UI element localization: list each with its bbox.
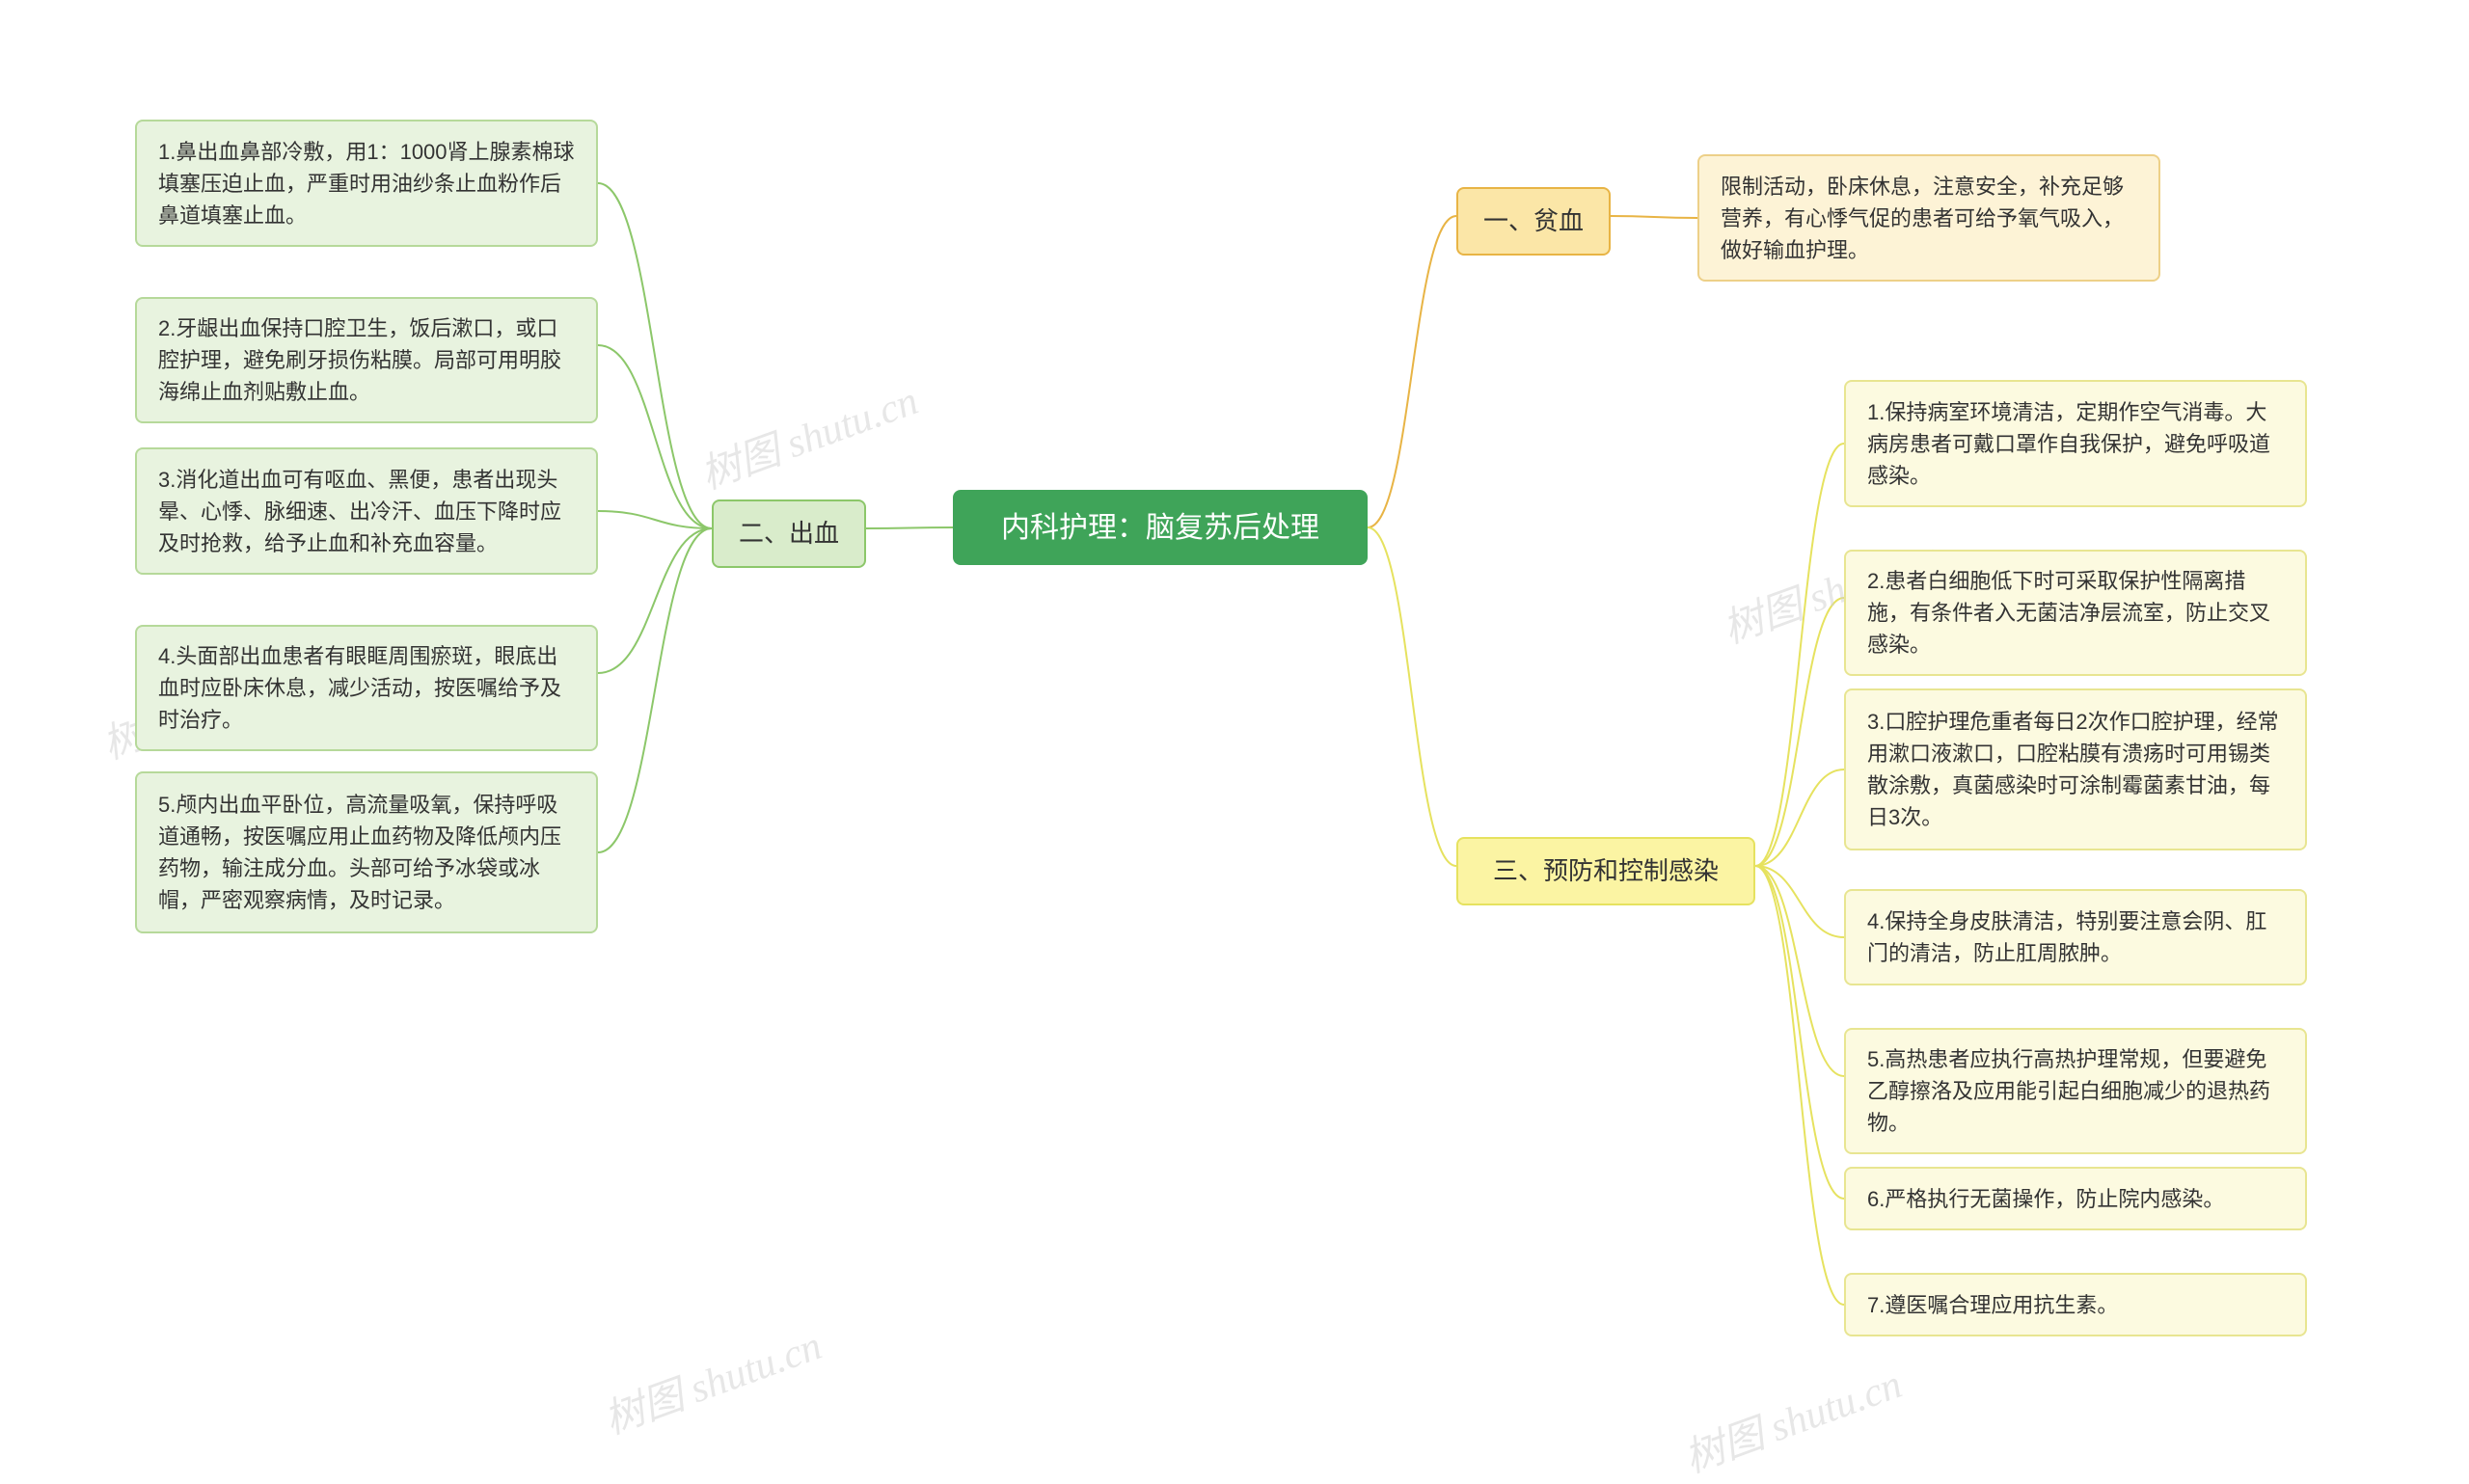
leaf-right-1-3-label: 3.口腔护理危重者每日2次作口腔护理，经常用漱口液漱口，口腔粘膜有溃疡时可用锡类… [1867,706,2284,833]
branch-bleeding-label: 二、出血 [739,515,839,553]
leaf-bleeding-4[interactable]: 4.头面部出血患者有眼眶周围瘀斑，眼底出血时应卧床休息，减少活动，按医嘱给予及时… [135,625,598,751]
branch-right-1[interactable]: 三、预防和控制感染 [1456,837,1755,905]
leaf-bleeding-5[interactable]: 5.颅内出血平卧位，高流量吸氧，保持呼吸道通畅，按医嘱应用止血药物及降低颅内压药… [135,771,598,933]
leaf-right-1-7[interactable]: 7.遵医嘱合理应用抗生素。 [1844,1273,2307,1336]
leaf-bleeding-3-label: 3.消化道出血可有呕血、黑便，患者出现头晕、心悸、脉细速、出冷汗、血压下降时应及… [158,464,575,559]
watermark: 树图 shutu.cn [692,368,925,501]
leaf-bleeding-1[interactable]: 1.鼻出血鼻部冷敷，用1：1000肾上腺素棉球填塞压迫止血，严重时用油纱条止血粉… [135,120,598,247]
leaf-right-1-6[interactable]: 6.严格执行无菌操作，防止院内感染。 [1844,1167,2307,1230]
leaf-right-1-3[interactable]: 3.口腔护理危重者每日2次作口腔护理，经常用漱口液漱口，口腔粘膜有溃疡时可用锡类… [1844,688,2307,850]
root-node-label: 内科护理：脑复苏后处理 [1001,506,1319,550]
leaf-bleeding-1-label: 1.鼻出血鼻部冷敷，用1：1000肾上腺素棉球填塞压迫止血，严重时用油纱条止血粉… [158,136,575,231]
leaf-right-1-7-label: 7.遵医嘱合理应用抗生素。 [1867,1289,2118,1321]
leaf-right-1-6-label: 6.严格执行无菌操作，防止院内感染。 [1867,1183,2224,1215]
leaf-right-1-1[interactable]: 1.保持病室环境清洁，定期作空气消毒。大病房患者可戴口罩作自我保护，避免呼吸道感… [1844,380,2307,507]
leaf-bleeding-5-label: 5.颅内出血平卧位，高流量吸氧，保持呼吸道通畅，按医嘱应用止血药物及降低颅内压药… [158,789,575,916]
branch-bleeding[interactable]: 二、出血 [712,499,866,568]
leaf-right-1-2[interactable]: 2.患者白细胞低下时可采取保护性隔离措施，有条件者入无菌洁净层流室，防止交叉感染… [1844,550,2307,676]
branch-right-0[interactable]: 一、贫血 [1456,187,1611,256]
root-node[interactable]: 内科护理：脑复苏后处理 [953,490,1368,565]
leaf-right-0-1-label: 限制活动，卧床休息，注意安全，补充足够营养，有心悸气促的患者可给予氧气吸入，做好… [1721,171,2137,266]
leaf-right-1-4[interactable]: 4.保持全身皮肤清洁，特别要注意会阴、肛门的清洁，防止肛周脓肿。 [1844,889,2307,985]
branch-right-1-label: 三、预防和控制感染 [1493,852,1719,890]
leaf-right-1-4-label: 4.保持全身皮肤清洁，特别要注意会阴、肛门的清洁，防止肛周脓肿。 [1867,905,2284,969]
leaf-bleeding-3[interactable]: 3.消化道出血可有呕血、黑便，患者出现头晕、心悸、脉细速、出冷汗、血压下降时应及… [135,447,598,575]
branch-right-0-label: 一、贫血 [1483,202,1584,240]
watermark: 树图 shutu.cn [595,1313,828,1446]
leaf-bleeding-2[interactable]: 2.牙龈出血保持口腔卫生，饭后漱口，或口腔护理，避免刷牙损伤粘膜。局部可用明胶海… [135,297,598,423]
leaf-right-1-5-label: 5.高热患者应执行高热护理常规，但要避免乙醇擦洛及应用能引起白细胞减少的退热药物… [1867,1043,2284,1139]
leaf-bleeding-4-label: 4.头面部出血患者有眼眶周围瘀斑，眼底出血时应卧床休息，减少活动，按医嘱给予及时… [158,640,575,736]
leaf-right-1-1-label: 1.保持病室环境清洁，定期作空气消毒。大病房患者可戴口罩作自我保护，避免呼吸道感… [1867,396,2284,492]
leaf-right-1-5[interactable]: 5.高热患者应执行高热护理常规，但要避免乙醇擦洛及应用能引起白细胞减少的退热药物… [1844,1028,2307,1154]
watermark: 树图 shutu.cn [1675,1352,1909,1484]
leaf-right-1-2-label: 2.患者白细胞低下时可采取保护性隔离措施，有条件者入无菌洁净层流室，防止交叉感染… [1867,565,2284,661]
leaf-right-0-1[interactable]: 限制活动，卧床休息，注意安全，补充足够营养，有心悸气促的患者可给予氧气吸入，做好… [1697,154,2160,282]
leaf-bleeding-2-label: 2.牙龈出血保持口腔卫生，饭后漱口，或口腔护理，避免刷牙损伤粘膜。局部可用明胶海… [158,312,575,408]
